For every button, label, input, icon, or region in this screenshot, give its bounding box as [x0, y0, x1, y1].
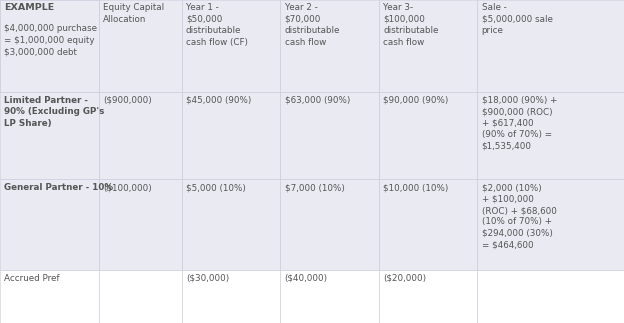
Bar	[182, 0, 280, 92]
Text: Sale -
$5,000,000 sale
price: Sale - $5,000,000 sale price	[482, 3, 553, 35]
Bar	[280, 92, 379, 179]
Bar	[379, 270, 477, 323]
Text: Year 1 -
$50,000
distributable
cash flow (CF): Year 1 - $50,000 distributable cash flow…	[186, 3, 248, 47]
Bar	[182, 92, 280, 179]
Bar	[182, 179, 280, 270]
Text: $90,000 (90%): $90,000 (90%)	[383, 96, 449, 105]
Text: $18,000 (90%) +
$900,000 (ROC)
+ $617,400
(90% of 70%) =
$1,535,400: $18,000 (90%) + $900,000 (ROC) + $617,40…	[482, 96, 557, 151]
Text: $63,000 (90%): $63,000 (90%)	[285, 96, 350, 105]
Bar	[477, 179, 624, 270]
Bar	[99, 270, 182, 323]
Text: Limited Partner -
90% (Excluding GP's
LP Share): Limited Partner - 90% (Excluding GP's LP…	[4, 96, 105, 128]
Bar	[280, 270, 379, 323]
Text: $5,000 (10%): $5,000 (10%)	[186, 183, 246, 192]
Bar	[99, 0, 182, 92]
Bar	[379, 179, 477, 270]
Text: $4,000,000 purchase
= $1,000,000 equity
$3,000,000 debt: $4,000,000 purchase = $1,000,000 equity …	[4, 24, 97, 56]
Text: Year 3-
$100,000
distributable
cash flow: Year 3- $100,000 distributable cash flow	[383, 3, 439, 47]
Bar	[0, 0, 99, 92]
Bar	[182, 270, 280, 323]
Bar	[477, 270, 624, 323]
Bar	[280, 179, 379, 270]
Bar	[280, 0, 379, 92]
Text: $10,000 (10%): $10,000 (10%)	[383, 183, 449, 192]
Text: Accrued Pref: Accrued Pref	[4, 274, 60, 283]
Bar	[477, 92, 624, 179]
Bar	[0, 92, 99, 179]
Bar	[379, 0, 477, 92]
Text: ($900,000): ($900,000)	[103, 96, 152, 105]
Text: ($40,000): ($40,000)	[285, 274, 328, 283]
Text: Year 2 -
$70,000
distributable
cash flow: Year 2 - $70,000 distributable cash flow	[285, 3, 340, 47]
Text: ($30,000): ($30,000)	[186, 274, 229, 283]
Text: ($20,000): ($20,000)	[383, 274, 426, 283]
Bar	[99, 179, 182, 270]
Text: $7,000 (10%): $7,000 (10%)	[285, 183, 344, 192]
Bar	[379, 92, 477, 179]
Text: Equity Capital
Allocation: Equity Capital Allocation	[103, 3, 164, 24]
Bar	[477, 0, 624, 92]
Bar	[0, 270, 99, 323]
Text: EXAMPLE: EXAMPLE	[4, 3, 55, 12]
Bar	[99, 92, 182, 179]
Text: $45,000 (90%): $45,000 (90%)	[186, 96, 251, 105]
Text: ($100,000): ($100,000)	[103, 183, 152, 192]
Text: General Partner - 10%: General Partner - 10%	[4, 183, 114, 192]
Bar	[0, 0, 99, 92]
Bar	[0, 179, 99, 270]
Text: $2,000 (10%)
+ $100,000
(ROC) + $68,600
(10% of 70%) +
$294,000 (30%)
= $464,600: $2,000 (10%) + $100,000 (ROC) + $68,600 …	[482, 183, 557, 249]
